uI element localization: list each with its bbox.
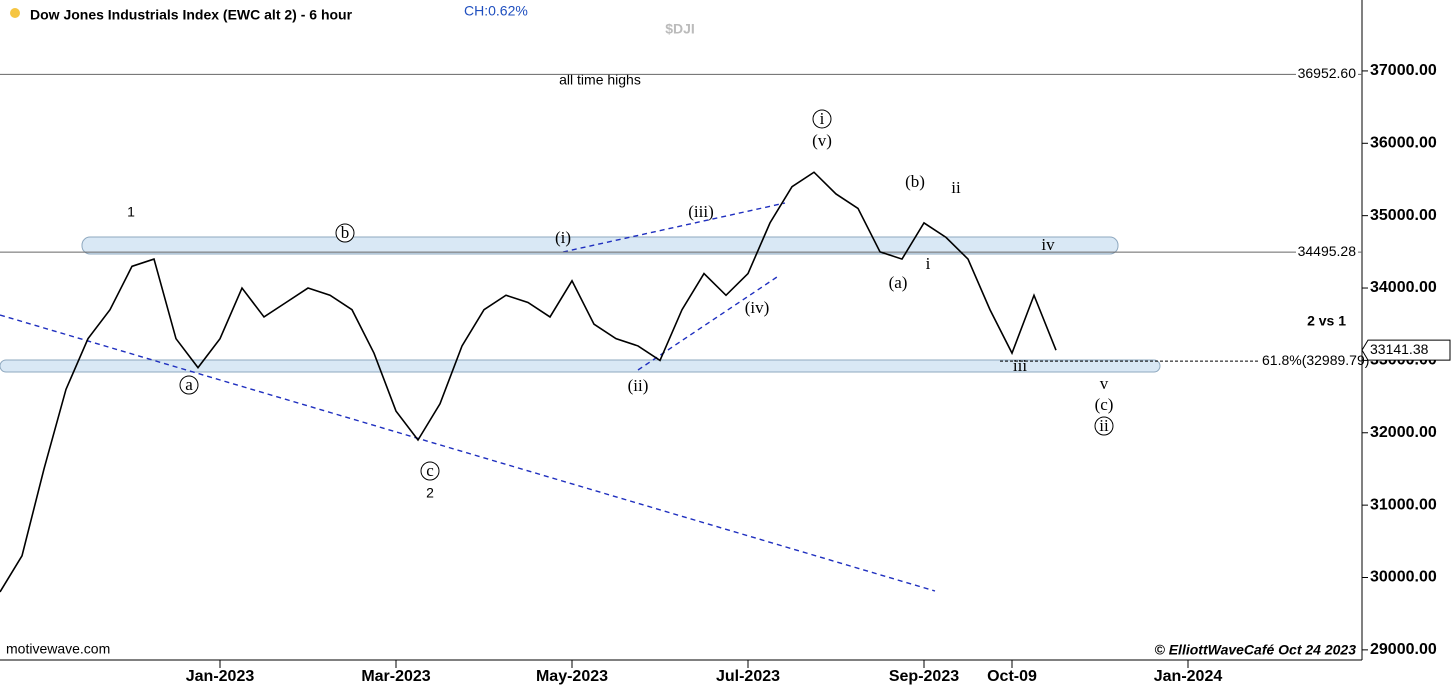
wave-circle [1094,416,1114,436]
wave-label: 1 [127,204,135,220]
level-label: 36952.60 [1298,65,1357,81]
level-label-bg [1296,66,1358,83]
y-tick-label: 34000.00 [1370,279,1437,296]
y-tick-label: 35000.00 [1370,207,1437,224]
wave-label: v [1100,374,1109,393]
wave-circle [812,109,832,129]
y-tick-label: 29000.00 [1370,641,1437,658]
wave-circle [420,461,440,481]
x-tick-label: Oct-09 [987,668,1037,685]
y-tick-label: 31000.00 [1370,496,1437,513]
support-band [0,359,1161,373]
x-tick-label: Jul-2023 [716,668,780,685]
resistance-band [81,236,1119,255]
last-price-box [1361,339,1451,361]
x-tick-label: May-2023 [536,668,608,685]
wave-label: a [185,375,193,394]
wave-label: (v) [812,131,832,150]
trendline [0,314,936,592]
copyright: © ElliottWaveCafé Oct 24 2023 [1155,642,1357,658]
wave-label: (iii) [688,202,714,221]
trendline [562,202,786,253]
level-label: 34495.28 [1298,243,1357,259]
wave-circle [335,223,355,243]
wave-label: i [926,254,931,273]
wave-label: 2 [426,485,434,501]
wave-label: iii [1013,356,1027,375]
wave-label: (b) [905,172,925,191]
fib-label: 61.8%(32989.79) [1262,352,1369,368]
wave-label: (iv) [745,298,770,317]
wave-label: (a) [889,273,908,292]
wave-label: (ii) [628,376,649,395]
y-tick-label: 30000.00 [1370,569,1437,586]
wave-label: i [820,109,825,128]
wave-circle [179,375,199,395]
wave-label: b [341,223,350,242]
price-line [0,171,1057,593]
wave-label: iv [1041,235,1055,254]
chart-title: Dow Jones Industrials Index (EWC alt 2) … [30,7,353,23]
wave-label: c [426,461,434,480]
x-tick-label: Jan-2024 [1154,668,1223,685]
x-tick-label: Sep-2023 [889,668,959,685]
wave-label: ii [1099,416,1109,435]
annotation: all time highs [559,72,641,88]
wave-label: (i) [555,228,571,247]
note: 2 vs 1 [1307,313,1346,329]
source-label: motivewave.com [6,641,110,657]
trendline [637,274,781,371]
x-tick-label: Jan-2023 [186,668,255,685]
x-tick-label: Mar-2023 [361,668,430,685]
y-tick-label: 32000.00 [1370,424,1437,441]
last-price-label: 33141.38 [1370,341,1429,357]
change-label: CH:0.62% [464,3,528,19]
wave-label: ii [951,178,961,197]
status-dot [10,8,20,18]
level-label-bg [1296,244,1358,261]
y-tick-label: 37000.00 [1370,62,1437,79]
wave-label: (c) [1095,395,1114,414]
y-tick-label: 36000.00 [1370,135,1437,152]
symbol-watermark: $DJI [665,21,695,37]
